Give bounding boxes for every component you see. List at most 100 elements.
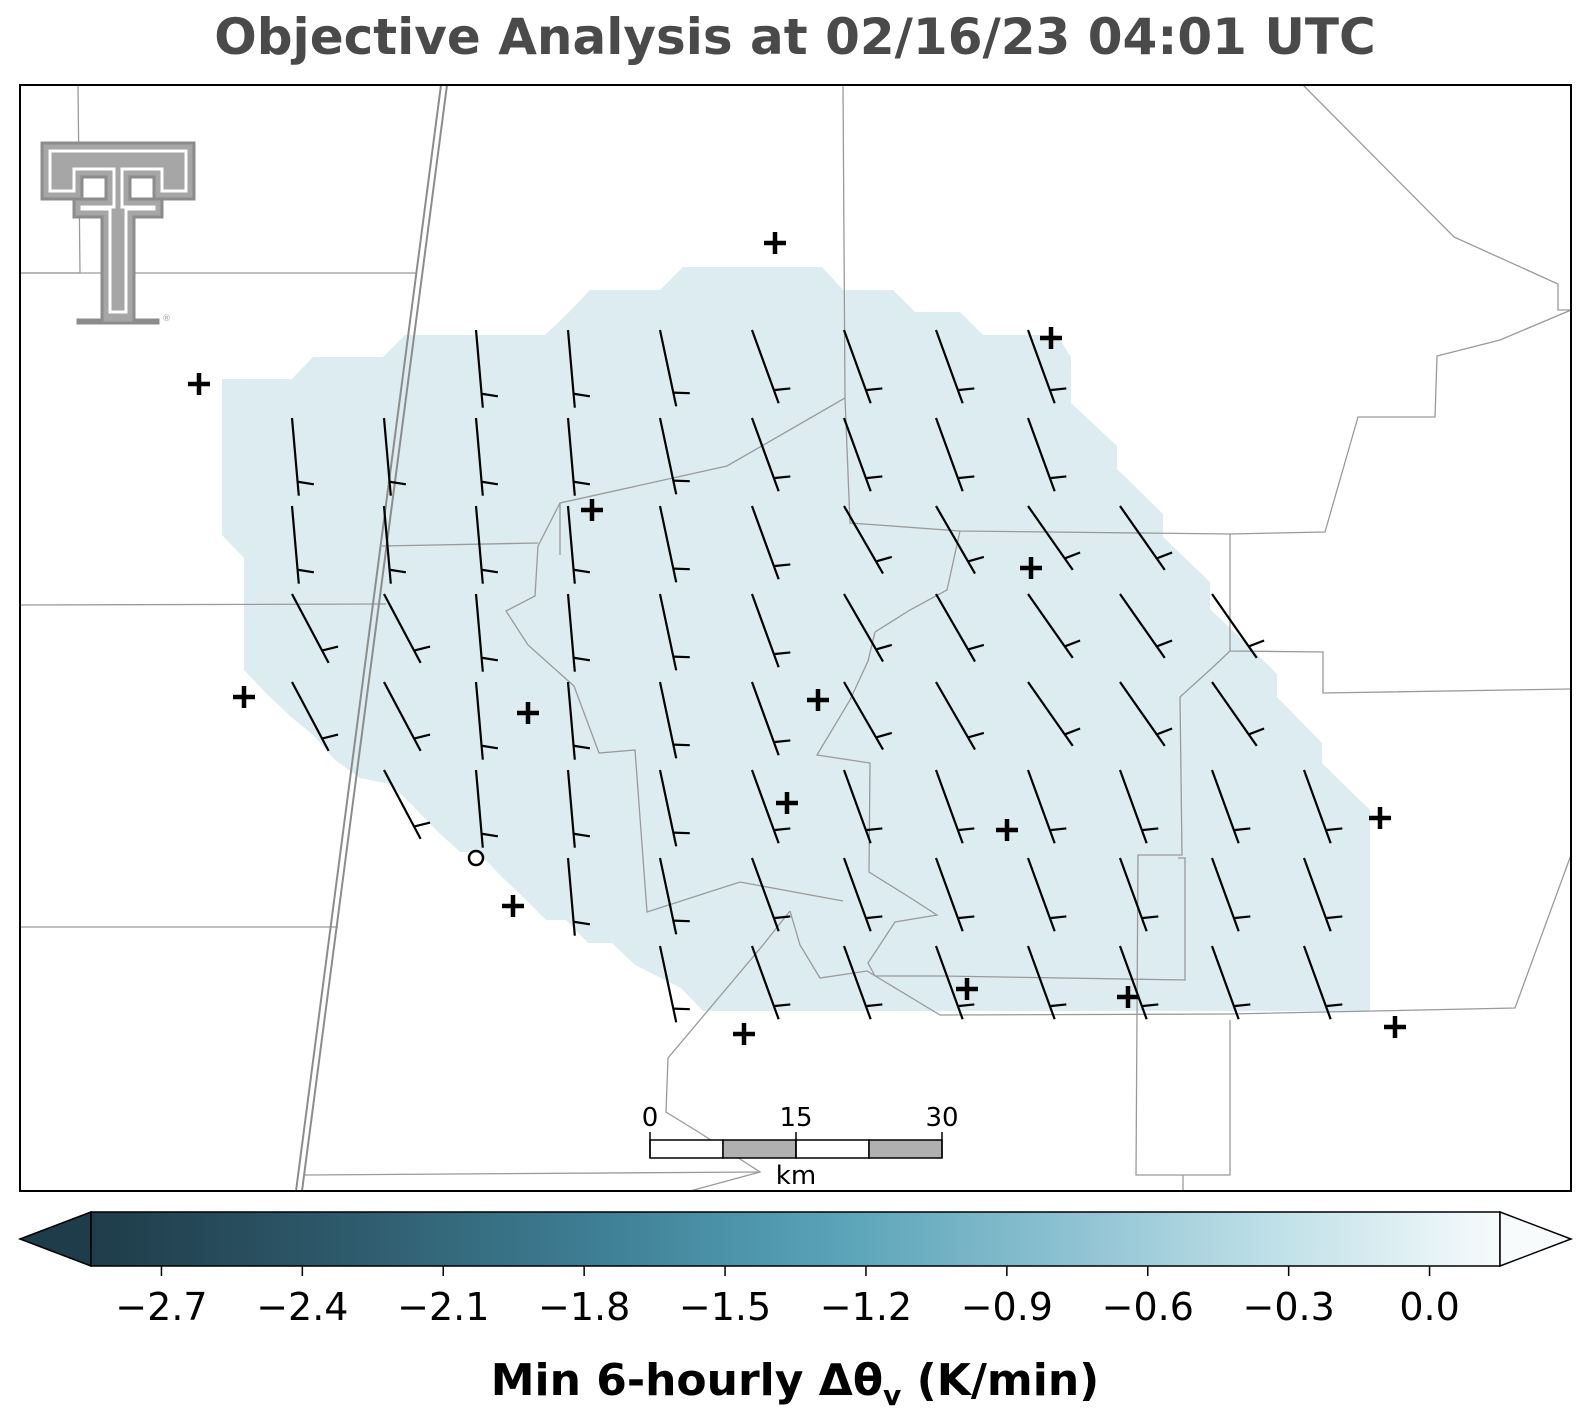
- colorbar: −2.7 −2.4 −2.1 −1.8 −1.5 −1.2 −0.9 −0.6 −0.3 0.0: [17, 1210, 1574, 1329]
- station-marker: [807, 689, 829, 711]
- station-marker: [1117, 986, 1139, 1008]
- wind-barb: [290, 505, 315, 584]
- colorbar-tick-label: 0.0: [1399, 1285, 1459, 1329]
- station-marker: [733, 1023, 755, 1045]
- wind-barbs: [290, 329, 1343, 1023]
- wind-barb: [934, 417, 975, 492]
- wind-barb: [842, 329, 883, 404]
- wind-barb: [935, 593, 985, 663]
- wind-barb: [750, 329, 791, 404]
- svg-text:®: ®: [162, 314, 171, 324]
- wind-barb: [842, 945, 883, 1020]
- wind-barb: [383, 681, 431, 752]
- wind-barb: [934, 945, 975, 1020]
- colorbar-tick-label: −0.6: [1102, 1285, 1194, 1329]
- wind-barb: [474, 593, 499, 672]
- wind-barb: [750, 417, 791, 492]
- wind-barb: [291, 681, 339, 752]
- wind-barb: [566, 857, 591, 936]
- station-marker: [996, 819, 1018, 841]
- wind-barb: [658, 329, 690, 407]
- scale-bar: 0 15 30 km: [642, 1103, 959, 1191]
- station-marker: [1040, 327, 1062, 349]
- wind-barb: [1302, 945, 1343, 1020]
- station-marker: [188, 373, 210, 395]
- wind-barb: [658, 681, 690, 759]
- wind-barb: [1026, 945, 1067, 1020]
- station-marker: [1020, 557, 1042, 579]
- wind-barb: [1027, 681, 1081, 747]
- scale-unit: km: [776, 1161, 816, 1191]
- station-marker: [764, 232, 786, 254]
- station-marker: [502, 895, 524, 917]
- wind-barb: [1118, 857, 1159, 932]
- wind-barb: [1027, 593, 1081, 659]
- wind-barb: [935, 681, 985, 751]
- wind-barb: [566, 505, 591, 584]
- colorbar-label-sub: v: [883, 1378, 902, 1412]
- wind-barb: [1026, 417, 1067, 492]
- colorbar-label-unit: (K/min): [901, 1355, 1100, 1406]
- wind-barb: [1302, 769, 1343, 844]
- wind-barb: [843, 681, 893, 751]
- calm-wind-marker: [467, 849, 485, 867]
- map-frame: [19, 84, 1572, 1192]
- wind-barb: [1302, 857, 1343, 932]
- wind-barb: [1026, 769, 1067, 844]
- colorbar-tick-label: −2.7: [115, 1285, 207, 1329]
- double-t-logo: ®: [40, 141, 196, 325]
- wind-barb: [474, 329, 499, 408]
- wind-barb: [474, 681, 499, 760]
- colorbar-tick-label: −0.9: [961, 1285, 1053, 1329]
- wind-barb: [842, 857, 883, 932]
- station-marker: [581, 499, 603, 521]
- wind-barb: [382, 417, 407, 496]
- colorbar-tick-label: −1.8: [538, 1285, 630, 1329]
- colorbar-tick-label: −2.1: [397, 1285, 489, 1329]
- station-marker: [233, 686, 255, 708]
- wind-barb: [1119, 593, 1173, 659]
- wind-barb: [566, 329, 591, 408]
- wind-barb: [842, 417, 883, 492]
- wind-barb: [658, 857, 690, 935]
- wind-barb: [474, 417, 499, 496]
- wind-barb: [843, 593, 893, 663]
- wind-barb: [1119, 681, 1173, 747]
- wind-barb: [383, 593, 431, 664]
- station-marker: [776, 792, 798, 814]
- wind-barb: [383, 769, 431, 840]
- wind-barb: [934, 769, 975, 844]
- wind-barb: [1211, 593, 1265, 659]
- wind-barb: [474, 505, 499, 584]
- wind-barb: [382, 505, 407, 584]
- wind-barb: [934, 329, 975, 404]
- wind-barb: [750, 681, 791, 756]
- wind-barb: [750, 857, 791, 932]
- wind-barb: [1210, 769, 1251, 844]
- wind-barb: [1027, 505, 1081, 571]
- map-title: Objective Analysis at 02/16/23 04:01 UTC: [214, 8, 1376, 66]
- colorbar-tick-label: −1.2: [820, 1285, 912, 1329]
- station-markers: [188, 232, 1406, 1045]
- wind-barb: [658, 417, 690, 495]
- wind-barb: [658, 769, 690, 847]
- wind-barb: [750, 769, 791, 844]
- wind-barb: [1118, 769, 1159, 844]
- wind-barb: [1119, 505, 1173, 571]
- wind-barb: [1118, 945, 1159, 1020]
- wind-barb: [1210, 857, 1251, 932]
- wind-barb: [658, 945, 690, 1023]
- wind-barb: [1026, 857, 1067, 932]
- wind-barb: [1026, 329, 1067, 404]
- station-marker: [1369, 807, 1391, 829]
- colorbar-gradient: [90, 1211, 1501, 1267]
- wind-barb: [750, 505, 791, 580]
- wind-barb: [566, 681, 591, 760]
- colorbar-tick-label: −1.5: [679, 1285, 771, 1329]
- station-marker: [517, 702, 539, 724]
- highway: [295, 85, 448, 1191]
- scale-label-0: 0: [642, 1103, 659, 1133]
- wind-barb: [290, 417, 315, 496]
- scale-label-15: 15: [779, 1103, 812, 1133]
